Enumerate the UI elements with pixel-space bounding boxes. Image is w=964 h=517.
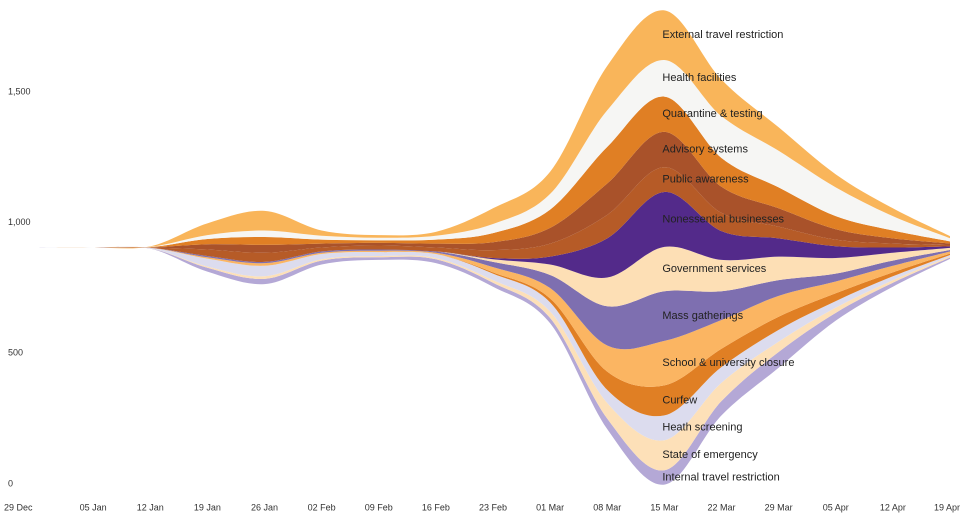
x-tick-label: 05 Apr bbox=[823, 502, 849, 512]
y-tick-label: 1,500 bbox=[8, 86, 31, 96]
stream-layer bbox=[36, 246, 950, 417]
x-tick-label: 29 Dec bbox=[4, 502, 33, 512]
stream-layer bbox=[36, 246, 950, 307]
layer-label: Nonessential businesses bbox=[662, 213, 784, 225]
x-tick-label: 23 Feb bbox=[479, 502, 507, 512]
stream-layer bbox=[36, 246, 950, 471]
layer-label: Curfew bbox=[662, 394, 697, 406]
x-tick-label: 16 Feb bbox=[422, 502, 450, 512]
stream-layer bbox=[36, 10, 950, 249]
layer-label: External travel restriction bbox=[662, 29, 783, 41]
x-tick-label: 19 Apr bbox=[934, 502, 960, 512]
stream-layer bbox=[36, 96, 950, 248]
y-tick-label: 500 bbox=[8, 348, 23, 358]
layer-label: School & university closure bbox=[662, 357, 794, 369]
stream-layer bbox=[36, 191, 950, 278]
stream-layer bbox=[36, 131, 950, 253]
stream-layer bbox=[36, 246, 950, 387]
x-tick-label: 15 Mar bbox=[650, 502, 678, 512]
x-tick-label: 05 Jan bbox=[80, 502, 107, 512]
x-tick-label: 26 Jan bbox=[251, 502, 278, 512]
layer-label: Heath screening bbox=[662, 422, 742, 434]
y-tick-label: 0 bbox=[8, 478, 13, 488]
layer-label: Quarantine & testing bbox=[662, 108, 762, 120]
layer-label: Internal travel restriction bbox=[662, 471, 779, 483]
layer-label: State of emergency bbox=[662, 449, 758, 461]
x-tick-label: 02 Feb bbox=[308, 502, 336, 512]
y-tick-label: 1,000 bbox=[8, 217, 31, 227]
layer-label: Government services bbox=[662, 263, 766, 275]
x-tick-label: 22 Mar bbox=[707, 502, 735, 512]
stream-layer bbox=[36, 59, 950, 248]
x-tick-label: 08 Mar bbox=[593, 502, 621, 512]
x-tick-label: 12 Jan bbox=[137, 502, 164, 512]
stream-layer bbox=[36, 246, 950, 485]
layer-label: Mass gatherings bbox=[662, 310, 743, 322]
x-tick-label: 01 Mar bbox=[536, 502, 564, 512]
layer-label: Health facilities bbox=[662, 72, 736, 84]
stream-layer bbox=[36, 246, 950, 441]
layer-label: Advisory systems bbox=[662, 143, 748, 155]
x-tick-label: 29 Mar bbox=[765, 502, 793, 512]
x-tick-label: 09 Feb bbox=[365, 502, 393, 512]
layer-label: Public awareness bbox=[662, 173, 749, 185]
stream-layer bbox=[36, 247, 950, 350]
x-tick-label: 19 Jan bbox=[194, 502, 221, 512]
x-tick-label: 12 Apr bbox=[880, 502, 906, 512]
